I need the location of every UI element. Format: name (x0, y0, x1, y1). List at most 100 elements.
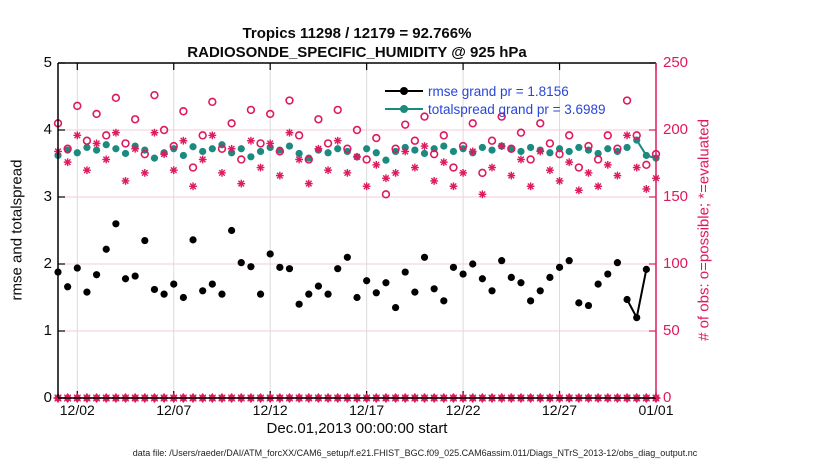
data-point-open-circle (362, 155, 371, 164)
data-point-dot (372, 149, 380, 157)
data-point-open-circle (574, 163, 584, 172)
legend-sample-line-dot-icon (385, 105, 423, 113)
data-point-asterisk (643, 185, 650, 193)
data-point-open-circle (516, 128, 526, 137)
data-point-open-circle (536, 119, 545, 128)
data-point-asterisk (73, 132, 81, 139)
data-point-dot (420, 253, 429, 261)
right-axis-label: # of obs: o=possible; *=evaluated (695, 119, 713, 341)
data-point-open-circle (237, 155, 246, 164)
data-point-dot (507, 145, 515, 153)
data-point-asterisk (209, 132, 216, 139)
data-point-asterisk (469, 148, 477, 155)
data-point-asterisk (237, 180, 245, 187)
data-point-dot (228, 226, 236, 235)
data-point-asterisk (488, 164, 496, 171)
data-point-asterisk (180, 137, 187, 145)
left-tick-label: 3 (43, 188, 52, 205)
data-point-asterisk (430, 177, 438, 185)
data-point-open-circle (584, 141, 593, 151)
data-point-dot (102, 141, 110, 149)
data-point-dot (150, 285, 159, 294)
data-point-dot (131, 272, 139, 280)
data-point-dot (488, 287, 496, 295)
data-point-dot (391, 303, 400, 312)
data-point-asterisk (604, 161, 612, 169)
data-point-dot (633, 314, 641, 322)
data-point-asterisk (623, 132, 631, 139)
data-point-dot (613, 259, 622, 267)
data-point-open-circle (632, 131, 641, 140)
data-point-asterisk (64, 158, 71, 166)
data-point-dot (555, 263, 564, 271)
data-point-asterisk (93, 140, 100, 147)
data-point-dot (170, 280, 178, 288)
data-point-open-circle (468, 119, 477, 128)
data-point-dot (83, 143, 91, 152)
data-point-dot (237, 259, 245, 267)
data-point-asterisk (247, 137, 255, 145)
data-point-dot (295, 149, 303, 158)
right-tick-label: 250 (663, 54, 689, 71)
data-point-dot (546, 273, 554, 281)
data-point-dot (334, 265, 342, 273)
data-point-asterisk (112, 129, 120, 136)
data-point-dot (575, 143, 583, 152)
data-point-dot (527, 297, 535, 305)
data-point-dot (160, 290, 168, 298)
data-point-open-circle (188, 163, 198, 172)
legend-item-rmse: rmse grand pr = 1.8156 (384, 82, 606, 100)
data-file-note: data file: /Users/raeder/DAI/ATM_forcXX/… (132, 448, 698, 458)
data-point-open-circle (265, 109, 275, 119)
data-point-asterisk (372, 161, 380, 169)
data-point-dot (642, 151, 650, 160)
data-point-open-circle (343, 144, 352, 153)
data-point-dot (449, 147, 458, 156)
data-point-open-circle (439, 131, 449, 140)
data-point-open-circle (294, 131, 304, 140)
data-point-dot (102, 245, 110, 253)
data-point-dot (527, 143, 535, 152)
data-point-dot (83, 288, 91, 296)
data-point-open-circle (564, 131, 574, 140)
data-point-dot (256, 147, 265, 156)
data-point-asterisk (131, 145, 139, 153)
data-point-dot (112, 220, 120, 228)
data-point-dot (324, 149, 332, 157)
rmse-line (626, 269, 648, 321)
data-point-asterisk (401, 148, 409, 155)
data-point-asterisk (633, 164, 641, 171)
data-point-dot (401, 268, 409, 276)
data-point-asterisk (565, 158, 573, 166)
data-point-asterisk (266, 140, 274, 147)
data-point-open-circle (246, 105, 256, 115)
data-point-open-circle (487, 136, 497, 145)
data-point-open-circle (150, 90, 159, 100)
data-point-open-circle (391, 144, 400, 153)
data-point-dot (314, 282, 323, 290)
data-point-open-circle (217, 144, 227, 153)
data-point-open-circle (372, 133, 381, 143)
data-point-open-circle (256, 139, 265, 148)
data-point-dot (459, 270, 467, 278)
data-point-dot (440, 297, 448, 305)
left-tick-label: 4 (43, 121, 52, 138)
data-point-open-circle (352, 125, 362, 135)
right-tick-label: 150 (663, 188, 689, 205)
data-point-open-circle (130, 115, 140, 124)
data-point-asterisk (421, 142, 428, 150)
data-point-dot (469, 260, 477, 268)
data-point-dot (256, 290, 265, 298)
data-point-dot (623, 295, 631, 304)
data-point-asterisk (170, 166, 178, 174)
data-point-dot (218, 290, 226, 298)
data-point-asterisk (102, 156, 110, 163)
left-tick-label: 1 (43, 322, 52, 339)
data-point-dot (92, 271, 101, 279)
data-point-dot (150, 154, 159, 162)
data-point-dot (382, 156, 390, 164)
legend: rmse grand pr = 1.8156 totalspread grand… (384, 82, 606, 118)
data-point-dot (285, 142, 294, 150)
data-point-open-circle (526, 155, 535, 164)
